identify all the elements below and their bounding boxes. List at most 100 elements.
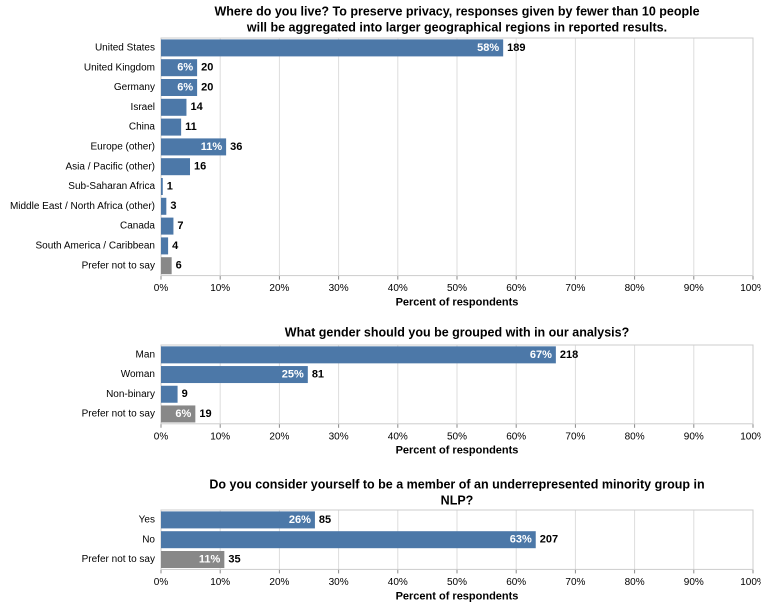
percent-label: 67% (530, 349, 552, 361)
x-tick-label: 90% (684, 577, 704, 588)
category-label: Germany (114, 82, 155, 93)
x-tick-label: 50% (447, 577, 467, 588)
chart-title: What gender should you be grouped with i… (285, 325, 629, 339)
category-label: Europe (other) (91, 142, 155, 153)
count-label: 3 (170, 200, 176, 212)
percent-label: 26% (289, 514, 311, 526)
bar (161, 178, 163, 195)
count-label: 20 (201, 62, 213, 74)
x-tick-label: 30% (329, 283, 349, 294)
percent-label: 11% (201, 141, 223, 153)
x-tick-label: 60% (506, 431, 526, 442)
category-label: Middle East / North Africa (other) (10, 201, 155, 212)
count-label: 16 (194, 161, 206, 173)
count-label: 6 (176, 260, 182, 272)
count-label: 36 (230, 141, 242, 153)
bar (161, 39, 504, 57)
count-label: 81 (312, 368, 324, 380)
chart-title: Where do you live? To preserve privacy, … (214, 4, 699, 18)
x-tick-label: 0% (154, 283, 169, 294)
bar (161, 98, 187, 116)
x-tick-label: 40% (388, 431, 408, 442)
x-axis-title: Percent of respondents (396, 590, 519, 602)
percent-label: 25% (282, 368, 304, 380)
x-tick-label: 20% (269, 283, 289, 294)
category-label: Prefer not to say (82, 409, 155, 420)
count-label: 14 (190, 101, 203, 113)
count-label: 189 (507, 42, 525, 54)
bar (161, 118, 182, 136)
bar (161, 79, 198, 96)
x-tick-label: 20% (269, 577, 289, 588)
chart-title: NLP? (441, 493, 474, 507)
bar (161, 257, 172, 275)
category-label: Asia / Pacific (other) (66, 161, 155, 172)
category-label: No (142, 534, 155, 545)
bar (161, 551, 225, 568)
count-label: 85 (319, 514, 331, 526)
count-label: 9 (182, 388, 188, 400)
x-tick-label: 60% (506, 283, 526, 294)
x-tick-label: 20% (269, 431, 289, 442)
category-label: China (129, 122, 156, 133)
bar (161, 346, 556, 364)
count-label: 11 (185, 121, 197, 133)
bar (161, 59, 198, 77)
x-tick-label: 90% (684, 283, 704, 294)
bar (161, 405, 196, 423)
category-label: Woman (121, 369, 155, 380)
percent-label: 63% (510, 534, 532, 546)
bar (161, 237, 169, 255)
plot-frame (160, 37, 754, 277)
x-tick-label: 70% (565, 431, 585, 442)
bar (161, 197, 167, 215)
x-tick-label: 40% (388, 283, 408, 294)
x-tick-label: 80% (625, 283, 645, 294)
bar (161, 511, 315, 529)
count-label: 7 (177, 220, 183, 232)
bar (161, 158, 191, 176)
percent-label: 6% (177, 81, 193, 93)
x-axis-title: Percent of respondents (396, 297, 519, 309)
category-label: Israel (131, 102, 155, 113)
category-label: United Kingdom (84, 62, 155, 73)
x-tick-label: 30% (329, 577, 349, 588)
count-label: 19 (199, 408, 211, 420)
x-tick-label: 100% (740, 577, 761, 588)
x-tick-label: 40% (388, 577, 408, 588)
bar (161, 385, 178, 403)
x-tick-label: 70% (565, 283, 585, 294)
percent-label: 6% (177, 62, 193, 74)
x-axis-title: Percent of respondents (396, 445, 519, 457)
x-tick-label: 30% (329, 431, 349, 442)
x-tick-label: 60% (506, 577, 526, 588)
x-tick-label: 10% (210, 431, 230, 442)
x-tick-label: 50% (447, 431, 467, 442)
percent-label: 6% (175, 408, 191, 420)
plot-frame (160, 344, 754, 425)
x-tick-label: 90% (684, 431, 704, 442)
category-label: Non-binary (106, 389, 155, 400)
count-label: 35 (228, 553, 240, 565)
x-tick-label: 50% (447, 283, 467, 294)
percent-label: 58% (477, 42, 499, 54)
category-label: Prefer not to say (82, 260, 155, 271)
x-tick-label: 10% (210, 283, 230, 294)
category-label: South America / Caribbean (35, 241, 155, 252)
x-tick-label: 80% (625, 577, 645, 588)
bar (161, 531, 536, 549)
bar (161, 138, 227, 156)
x-tick-label: 100% (740, 283, 761, 294)
x-tick-label: 0% (154, 431, 169, 442)
count-label: 1 (167, 180, 173, 192)
x-tick-label: 0% (154, 577, 169, 588)
x-tick-label: 100% (740, 431, 761, 442)
category-label: Prefer not to say (82, 554, 155, 565)
x-tick-label: 80% (625, 431, 645, 442)
count-label: 207 (540, 534, 558, 546)
category-label: Sub-Saharan Africa (68, 181, 155, 192)
percent-label: 11% (199, 553, 221, 565)
x-tick-label: 10% (210, 577, 230, 588)
count-label: 218 (560, 349, 578, 361)
